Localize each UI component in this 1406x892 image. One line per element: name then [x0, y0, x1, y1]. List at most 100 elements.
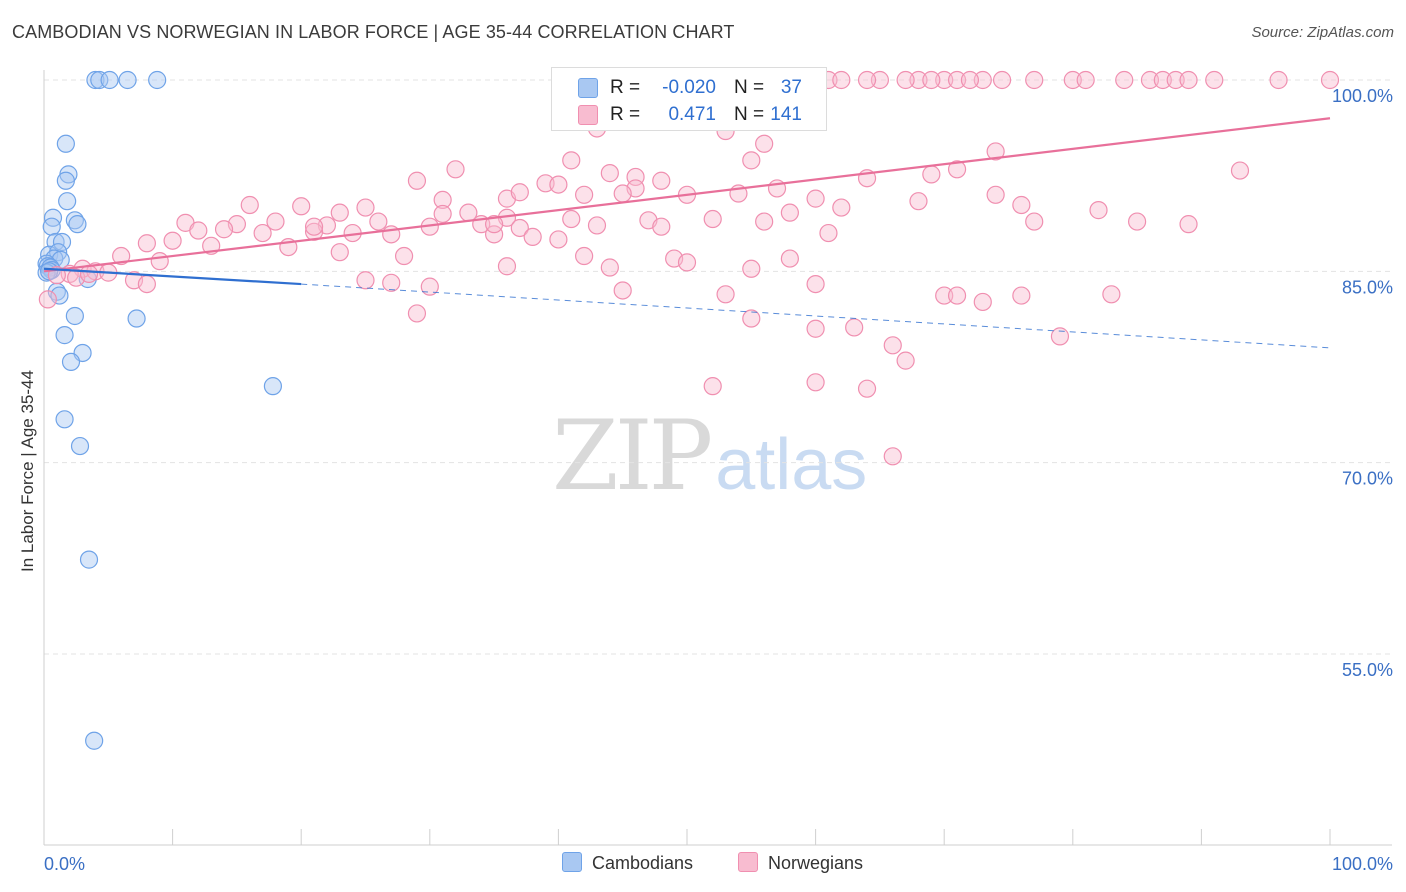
norwegian-point — [806, 373, 825, 392]
r-label: R = — [610, 77, 641, 98]
r-value: -0.020 — [662, 77, 716, 98]
norwegian-point — [973, 292, 992, 312]
norwegian-point — [819, 223, 838, 243]
norwegian-point — [613, 184, 632, 203]
y-tick-label: 55.0% — [1342, 660, 1393, 680]
norwegian-point — [1012, 286, 1031, 305]
legend-item-cambodians[interactable]: Cambodians — [562, 852, 693, 874]
norwegian-point — [883, 447, 902, 466]
norwegian-point — [1102, 285, 1121, 304]
norwegian-point — [304, 217, 324, 236]
norwegian-point — [38, 290, 57, 309]
norwegian-point — [266, 212, 285, 231]
norwegian-point — [755, 212, 774, 231]
norwegian-point — [1025, 70, 1044, 90]
norwegian-point — [992, 70, 1012, 90]
norwegian-point — [510, 218, 529, 238]
legend-label: Cambodians — [592, 853, 694, 873]
norwegian-point — [845, 318, 864, 337]
cambodian-point — [85, 731, 104, 750]
norwegian-point — [1179, 70, 1198, 90]
source-label: Source: ZipAtlas.com — [1251, 24, 1394, 41]
r-value: 0.471 — [668, 104, 716, 125]
norwegian-point — [832, 70, 851, 90]
x-tick-label: 0.0% — [44, 854, 85, 874]
norwegian-point — [562, 151, 581, 170]
norwegian-point — [575, 185, 594, 204]
r-label: R = — [610, 104, 641, 125]
norwegian-point — [909, 192, 928, 211]
stats-box: R = -0.020 N = 37 R = 0.471 N = 141 — [551, 67, 827, 131]
norwegian-point — [883, 336, 902, 355]
norwegian-point — [922, 70, 941, 90]
cambodian-point — [100, 70, 119, 90]
x-tick-label: 100.0% — [1332, 854, 1393, 874]
norwegian-point — [549, 175, 568, 194]
norwegian-point — [189, 221, 208, 240]
norwegian-point — [703, 209, 722, 229]
cambodian-swatch — [578, 78, 598, 98]
norwegian-point — [922, 165, 941, 184]
norwegian-point — [857, 70, 877, 90]
norwegian-point — [703, 377, 722, 396]
legend-item-norwegians[interactable]: Norwegians — [738, 852, 863, 874]
cambodian-point — [58, 192, 77, 211]
norwegian-point — [214, 220, 234, 239]
norwegian-point — [330, 203, 349, 222]
norwegian-point — [137, 234, 156, 253]
norwegian-point — [369, 212, 388, 231]
cambodian-point — [118, 70, 137, 90]
norwegian-point — [806, 189, 825, 208]
norwegian-point — [986, 185, 1005, 204]
norwegian-point — [973, 70, 992, 90]
n-value: 37 — [780, 77, 802, 98]
norwegian-point — [1230, 161, 1250, 180]
cambodian-point — [86, 70, 105, 90]
norwegian-swatch — [578, 105, 598, 125]
norwegian-point — [742, 259, 761, 278]
cambodian-point — [50, 286, 69, 305]
cambodian-point — [68, 215, 87, 234]
norwegian-point — [382, 273, 401, 292]
cambodian-point — [61, 352, 81, 371]
norwegian-point — [1166, 70, 1185, 90]
norwegian-point — [549, 230, 568, 249]
norwegian-point — [780, 249, 799, 268]
cambodian-point — [55, 326, 74, 345]
norwegian-point — [1025, 212, 1044, 231]
norwegian-point — [896, 351, 915, 370]
norwegian-point — [1050, 327, 1070, 346]
norwegian-point — [79, 264, 99, 283]
norwegian-point — [330, 243, 349, 262]
norwegian-point — [1269, 70, 1288, 90]
norwegian-point — [253, 223, 272, 243]
cambodian-point — [55, 410, 74, 429]
norwegian-point — [1115, 70, 1134, 90]
norwegian-point — [292, 197, 311, 216]
norwegian-point — [356, 271, 375, 290]
norwegian-point — [1205, 70, 1224, 90]
norwegian-point — [240, 195, 259, 215]
norwegian-trend-line — [43, 117, 1331, 273]
y-tick-label: 70.0% — [1342, 469, 1393, 489]
norwegian-point — [935, 286, 954, 305]
norwegian-point — [575, 246, 594, 266]
cambodian-point — [90, 70, 109, 90]
norwegian-point — [806, 274, 825, 294]
y-axis-label: In Labor Force | Age 35-44 — [18, 370, 37, 572]
norwegian-point — [420, 277, 439, 296]
norwegian-point — [407, 304, 427, 323]
y-tick-label: 85.0% — [1342, 277, 1393, 297]
norwegian-point — [857, 379, 877, 398]
stats-row-cambodians: R = -0.020 N = 37 — [552, 74, 826, 102]
norwegian-point — [407, 171, 427, 190]
n-label: N = — [734, 77, 765, 98]
norwegian-point — [137, 274, 156, 294]
cambodian-trend-line — [43, 267, 302, 286]
norwegian-point — [780, 203, 799, 222]
stats-row-norwegians: R = 0.471 N = 141 — [552, 101, 826, 129]
norwegian-point — [755, 134, 774, 153]
cambodian-point — [79, 550, 99, 569]
norwegian-point — [652, 171, 671, 190]
